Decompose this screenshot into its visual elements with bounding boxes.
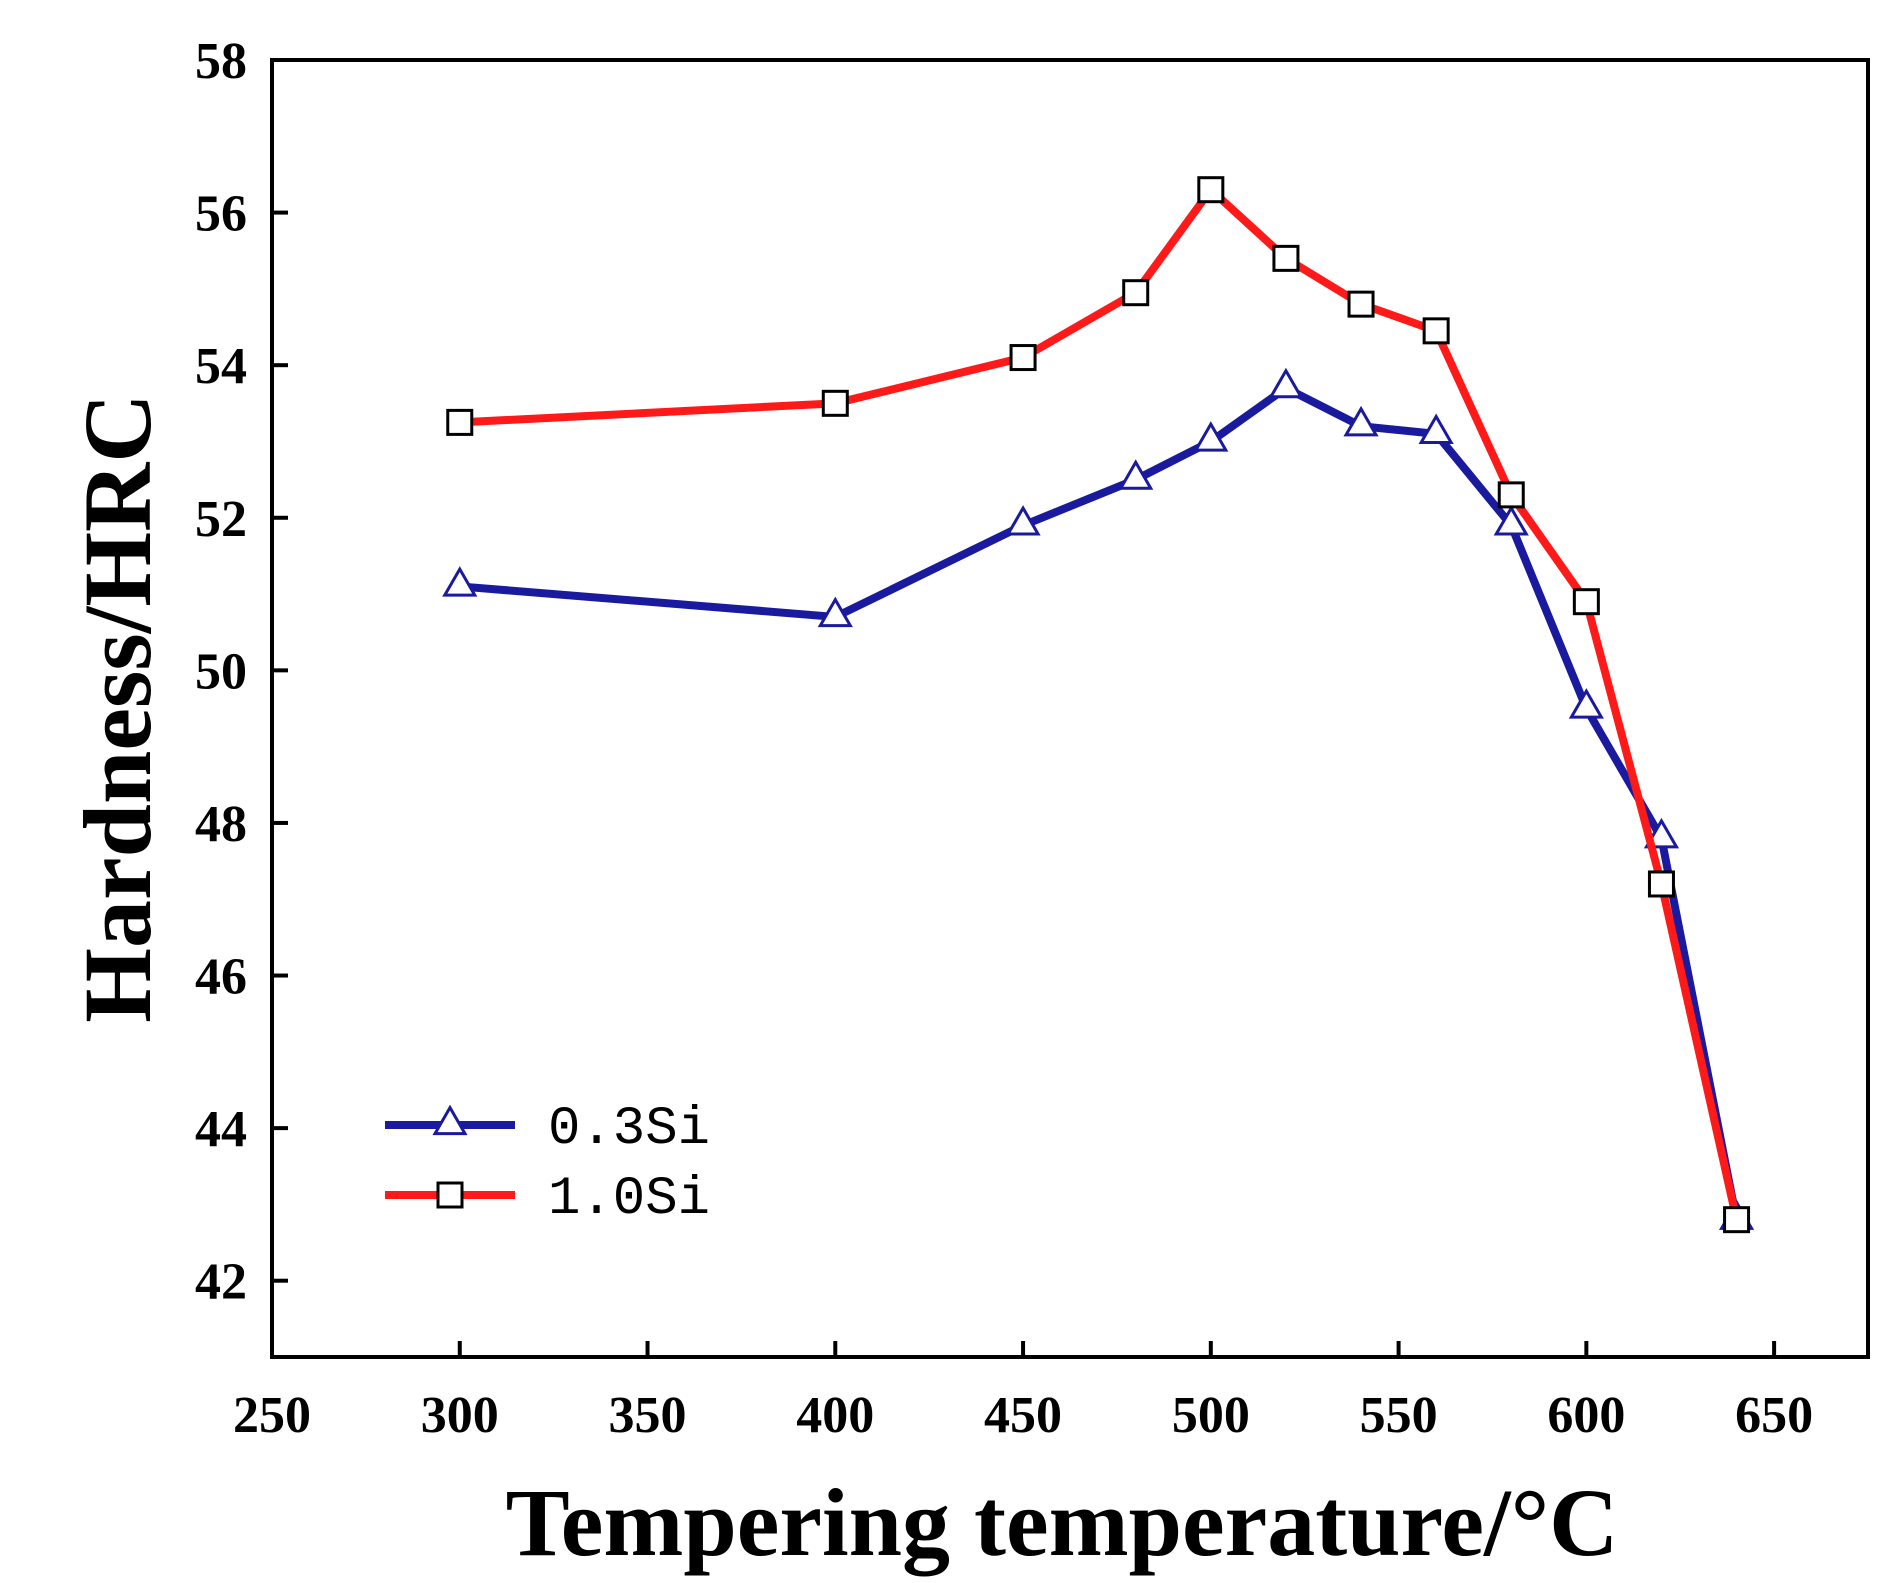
series-1.0Si [446, 176, 1751, 1234]
plot-frame [270, 58, 1870, 1359]
data-point [1005, 505, 1041, 536]
data-point [1422, 317, 1450, 345]
data-point [446, 408, 474, 436]
data-point [817, 596, 853, 628]
x-tick-label: 400 [796, 1387, 874, 1444]
legend-marker [436, 1181, 464, 1209]
y-axis: 42 44 46 48 50 52 54 56 58 [195, 33, 288, 1311]
data-point [1197, 176, 1225, 204]
data-point [821, 389, 849, 417]
x-tick-label: 250 [233, 1387, 311, 1444]
data-point [1723, 1206, 1751, 1234]
data-point [1118, 459, 1154, 490]
data-point [1568, 688, 1604, 719]
data-point [1572, 588, 1600, 616]
x-tick-label: 550 [1360, 1387, 1438, 1444]
legend-label: 0.3Si [548, 1099, 710, 1160]
x-tick-label: 500 [1172, 1387, 1250, 1444]
y-axis-title: Hardness/HRC [64, 393, 171, 1022]
y-tick-label: 44 [195, 1101, 247, 1158]
data-point [1493, 505, 1529, 536]
y-tick-label: 42 [195, 1254, 247, 1311]
y-tick-label: 46 [195, 949, 247, 1006]
data-point [1272, 244, 1300, 272]
y-tick-label: 52 [195, 491, 247, 548]
data-point [1122, 279, 1150, 307]
data-point [1418, 413, 1454, 445]
x-tick-label: 350 [609, 1387, 687, 1444]
data-point [1009, 344, 1037, 372]
x-tick-label: 600 [1547, 1387, 1625, 1444]
y-tick-label: 58 [195, 33, 247, 90]
data-point [442, 566, 478, 597]
series-layer [442, 176, 1755, 1234]
x-tick-label: 450 [984, 1387, 1062, 1444]
y-tick-label: 56 [195, 186, 247, 243]
data-point [1343, 405, 1379, 437]
x-axis: 250 300 350 400 450 500 550 600 650 [233, 1341, 1813, 1444]
y-tick-label: 48 [195, 796, 247, 853]
series-line [455, 185, 1741, 1224]
legend-label: 1.0Si [548, 1169, 710, 1230]
x-tick-label: 300 [421, 1387, 499, 1444]
y-tick-label: 54 [195, 338, 247, 395]
series-line [455, 384, 1741, 1224]
legend: 0.3Si 1.0Si [385, 1099, 710, 1230]
x-tick-label: 650 [1735, 1387, 1813, 1444]
data-point [1497, 481, 1525, 509]
y-tick-label: 50 [195, 643, 247, 700]
data-point [1193, 421, 1229, 452]
x-axis-title: Tempering temperature/°C [506, 1469, 1619, 1576]
data-point [1647, 870, 1675, 898]
legend-marker [432, 1104, 468, 1136]
data-point [1347, 290, 1375, 318]
data-point [1268, 367, 1304, 399]
